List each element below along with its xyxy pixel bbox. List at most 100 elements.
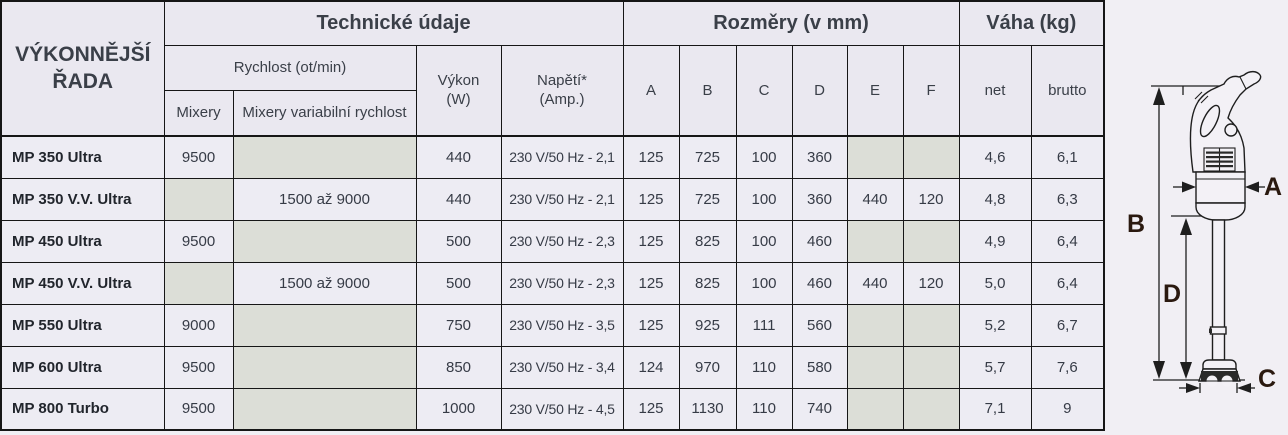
- dim-a-header-cell: A: [622, 44, 680, 137]
- cell-brutto: 6,1: [1030, 135, 1105, 179]
- cell-brutto: 7,6: [1030, 345, 1105, 389]
- cell-d: 360: [791, 135, 848, 179]
- cell-a: 125: [622, 135, 680, 179]
- weight-net-header-cell: net: [958, 44, 1032, 137]
- cell-b: 970: [678, 345, 737, 389]
- dimension-d-label: D: [1163, 280, 1181, 308]
- cell-brutto: 6,3: [1030, 177, 1105, 221]
- cell-d: 580: [791, 345, 848, 389]
- vent-grille: [1203, 147, 1236, 172]
- power-label-line2: (W): [446, 91, 471, 109]
- cell-voltage: 230 V/50 Hz - 2,1: [500, 135, 624, 179]
- cell-variable: [232, 345, 417, 389]
- table-row: MP 450 Ultra 9500 500 230 V/50 Hz - 2,3 125 8…: [0, 219, 1105, 263]
- table-row: MP 800 Turbo 9500 1000 230 V/50 Hz - 4,5 125…: [0, 387, 1105, 431]
- cell-voltage: 230 V/50 Hz - 3,4: [500, 345, 624, 389]
- cell-d: 360: [791, 177, 848, 221]
- model-name-cell: MP 450 Ultra: [0, 219, 165, 263]
- cell-variable: [232, 135, 417, 179]
- cell-power: 440: [415, 177, 502, 221]
- cell-brutto: 6,4: [1030, 219, 1105, 263]
- cell-c: 110: [735, 345, 793, 389]
- cell-brutto: 9: [1030, 387, 1105, 431]
- cell-voltage: 230 V/50 Hz - 4,5: [500, 387, 624, 431]
- cell-b: 725: [678, 135, 737, 179]
- cell-c: 111: [735, 303, 793, 347]
- speed-header-cell: Rychlost (ot/min): [163, 44, 417, 91]
- model-name-cell: MP 600 Ultra: [0, 345, 165, 389]
- cell-mixery: [163, 177, 234, 221]
- cell-variable: [232, 387, 417, 431]
- dimension-c-arrows: [1179, 383, 1255, 393]
- table-row: MP 600 Ultra 9500 850 230 V/50 Hz - 3,4 124 9…: [0, 345, 1105, 389]
- cell-variable: [232, 219, 417, 263]
- cell-mixery: 9500: [163, 219, 234, 263]
- cell-voltage: 230 V/50 Hz - 2,3: [500, 219, 624, 263]
- cell-brutto: 6,4: [1030, 261, 1105, 305]
- cell-f: [902, 387, 960, 431]
- model-name-cell: MP 350 Ultra: [0, 135, 165, 179]
- cell-net: 4,6: [958, 135, 1032, 179]
- series-title-cell: VÝKONNĚJŠÍ ŘADA: [0, 0, 165, 137]
- cell-f: [902, 303, 960, 347]
- model-name-cell: MP 450 V.V. Ultra: [0, 261, 165, 305]
- cell-power: 500: [415, 261, 502, 305]
- dimension-d-arrow: [1180, 218, 1192, 379]
- dim-e-header-cell: E: [846, 44, 904, 137]
- header-row-groups: VÝKONNĚJŠÍ ŘADA Technické údaje Rozměry …: [0, 0, 1105, 137]
- dim-d-header-cell: D: [791, 44, 848, 137]
- table-row: MP 550 Ultra 9000 750 230 V/50 Hz - 3,5 125 9…: [0, 303, 1105, 347]
- cell-power: 440: [415, 135, 502, 179]
- cell-f: 120: [902, 261, 960, 305]
- cell-c: 110: [735, 387, 793, 431]
- dim-b-header-cell: B: [678, 44, 737, 137]
- dimension-a-arrows: [1173, 181, 1265, 193]
- cell-b: 925: [678, 303, 737, 347]
- cell-a: 125: [622, 261, 680, 305]
- dimension-a-label: A: [1264, 173, 1282, 201]
- cell-power: 500: [415, 219, 502, 263]
- voltage-label-line2: (Amp.): [539, 91, 585, 109]
- table-row: MP 450 V.V. Ultra 1500 až 9000 500 230 V/50…: [0, 261, 1105, 305]
- cell-d: 460: [791, 219, 848, 263]
- group-weight-cell: Váha (kg): [958, 0, 1105, 46]
- cell-e: 440: [846, 177, 904, 221]
- cell-b: 725: [678, 177, 737, 221]
- cell-a: 125: [622, 387, 680, 431]
- power-header-cell: Výkon (W): [415, 44, 502, 137]
- cell-mixery: [163, 261, 234, 305]
- mixer-dimension-diagram: B D A C: [1127, 70, 1282, 393]
- cell-d: 740: [791, 387, 848, 431]
- dimension-b-label: B: [1127, 210, 1145, 238]
- cell-variable: [232, 303, 417, 347]
- cell-b: 825: [678, 261, 737, 305]
- group-dimensions-cell: Rozměry (v mm): [622, 0, 960, 46]
- cell-a: 125: [622, 219, 680, 263]
- cell-mixery: 9500: [163, 345, 234, 389]
- cell-b: 1130: [678, 387, 737, 431]
- cell-voltage: 230 V/50 Hz - 3,5: [500, 303, 624, 347]
- cell-net: 5,7: [958, 345, 1032, 389]
- cell-variable: 1500 až 9000: [232, 261, 417, 305]
- cell-c: 100: [735, 219, 793, 263]
- cell-e: [846, 387, 904, 431]
- cell-power: 850: [415, 345, 502, 389]
- voltage-label-line1: Napětí*: [536, 71, 588, 89]
- cell-voltage: 230 V/50 Hz - 2,3: [500, 261, 624, 305]
- dim-f-header-cell: F: [902, 44, 960, 137]
- weight-brutto-header-cell: brutto: [1030, 44, 1105, 137]
- cell-power: 750: [415, 303, 502, 347]
- cell-c: 100: [735, 135, 793, 179]
- cell-net: 5,0: [958, 261, 1032, 305]
- table-row: MP 350 Ultra 9500 440 230 V/50 Hz - 2,1 125 7…: [0, 135, 1105, 179]
- cell-brutto: 6,7: [1030, 303, 1105, 347]
- voltage-header-cell: Napětí* (Amp.): [500, 44, 624, 137]
- cell-a: 124: [622, 345, 680, 389]
- table-row: MP 350 V.V. Ultra 1500 až 9000 440 230 V/50…: [0, 177, 1105, 221]
- cell-d: 560: [791, 303, 848, 347]
- mixers-header-cell: Mixery: [163, 89, 234, 137]
- cell-e: [846, 345, 904, 389]
- cell-net: 4,9: [958, 219, 1032, 263]
- dim-c-header-cell: C: [735, 44, 793, 137]
- cell-a: 125: [622, 303, 680, 347]
